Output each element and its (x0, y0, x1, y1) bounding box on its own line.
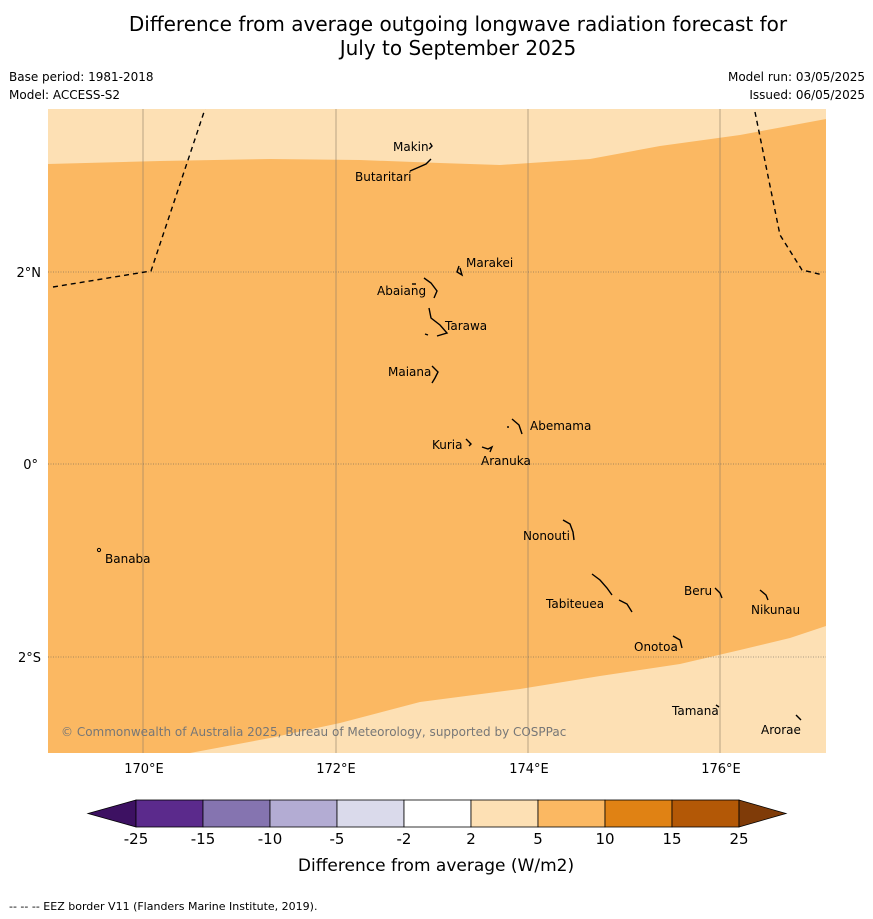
colorbar-tick-label: 10 (595, 830, 614, 848)
colorbar-cell (470, 799, 539, 828)
label-beru: Beru (684, 584, 712, 598)
label-abaiang: Abaiang (377, 284, 426, 298)
label-tarawa: Tarawa (444, 319, 487, 333)
colorbar-cell (604, 799, 673, 828)
title-line-2: July to September 2025 (339, 36, 577, 60)
island-labels: Makin Butaritari Marakei Abaiang Tarawa … (105, 140, 801, 737)
y-tick-2n: 2°N (17, 266, 42, 281)
label-arorae: Arorae (761, 723, 801, 737)
label-abemama: Abemama (530, 419, 591, 433)
label-makin: Makin (393, 140, 429, 154)
base-period: Base period: 1981-2018 (9, 70, 154, 84)
colorbar-cell (269, 799, 338, 828)
meta-left: Base period: 1981-2018 Model: ACCESS-S2 (9, 70, 154, 106)
colorbar-tick-label: -15 (191, 830, 216, 848)
grid-meridians (142, 109, 721, 753)
colorbar-cell (135, 799, 204, 828)
label-aranuka: Aranuka (481, 454, 531, 468)
colorbar-ticks: -25 -15 -10 -5 -2 2 5 10 15 25 (124, 830, 749, 848)
colorbar-tick-label: 25 (729, 830, 748, 848)
eez-footnote: -- -- -- EEZ border V11 (Flanders Marine… (9, 900, 318, 913)
x-tick-176e: 176°E (701, 762, 741, 777)
colorbar-label: Difference from average (W/m2) (298, 856, 574, 876)
colorbar-cell (336, 799, 405, 828)
map-title: Difference from average outgoing longwav… (0, 12, 873, 60)
colorbar-cells (86, 799, 788, 828)
label-tabiteuea: Tabiteuea (545, 597, 604, 611)
colorbar-tick-label: -10 (258, 830, 283, 848)
label-onotoa: Onotoa (634, 640, 678, 654)
copyright-text: © Commonwealth of Australia 2025, Bureau… (61, 725, 566, 739)
colorbar-tick-label: -25 (124, 830, 149, 848)
x-tick-172e: 172°E (316, 762, 356, 777)
island-coastlines (409, 142, 802, 721)
eez-border (52, 109, 824, 288)
x-tick-170e: 170°E (124, 762, 164, 777)
label-nikunau: Nikunau (751, 603, 800, 617)
colorbar-tick-label: 15 (662, 830, 681, 848)
colorbar-cell (202, 799, 271, 828)
colorbar-cell (671, 799, 740, 828)
label-maiana: Maiana (388, 365, 431, 379)
label-butaritari: Butaritari (355, 170, 412, 184)
colorbar-cell (537, 799, 606, 828)
y-axis-ticks: 2°N 0° 2°S (17, 266, 42, 666)
colorbar-tick-label: 2 (466, 830, 476, 848)
x-axis-ticks: 170°E 172°E 174°E 176°E (124, 762, 741, 777)
colorbar-tick-label: 5 (533, 830, 543, 848)
grid-parallels (48, 271, 826, 658)
title-line-1: Difference from average outgoing longwav… (128, 12, 788, 36)
y-tick-2s: 2°S (18, 651, 41, 666)
colorbar: -25 -15 -10 -5 -2 2 5 10 15 25 Difference from av… (86, 799, 788, 876)
label-nonouti: Nonouti (523, 529, 570, 543)
anomaly-region-medium (48, 119, 826, 753)
label-kuria: Kuria (432, 438, 463, 452)
issued-date: Issued: 06/05/2025 (749, 88, 865, 102)
colorbar-tick-label: -5 (330, 830, 345, 848)
colorbar-cell (403, 799, 472, 828)
model-run: Model run: 03/05/2025 (727, 70, 865, 84)
model-name: Model: ACCESS-S2 (9, 88, 121, 102)
label-tamana: Tamana (671, 704, 719, 718)
colorbar-arrow-high (738, 799, 788, 828)
label-banaba: Banaba (105, 552, 151, 566)
map-area: Makin Butaritari Marakei Abaiang Tarawa … (48, 109, 826, 753)
colorbar-tick-label: -2 (397, 830, 412, 848)
meta-right: Model run: 03/05/2025 Issued: 06/05/2025 (728, 70, 865, 106)
label-marakei: Marakei (466, 256, 513, 270)
y-tick-0: 0° (23, 458, 38, 473)
colorbar-arrow-low (86, 799, 137, 828)
x-tick-174e: 174°E (509, 762, 549, 777)
banaba-marker (96, 547, 102, 553)
